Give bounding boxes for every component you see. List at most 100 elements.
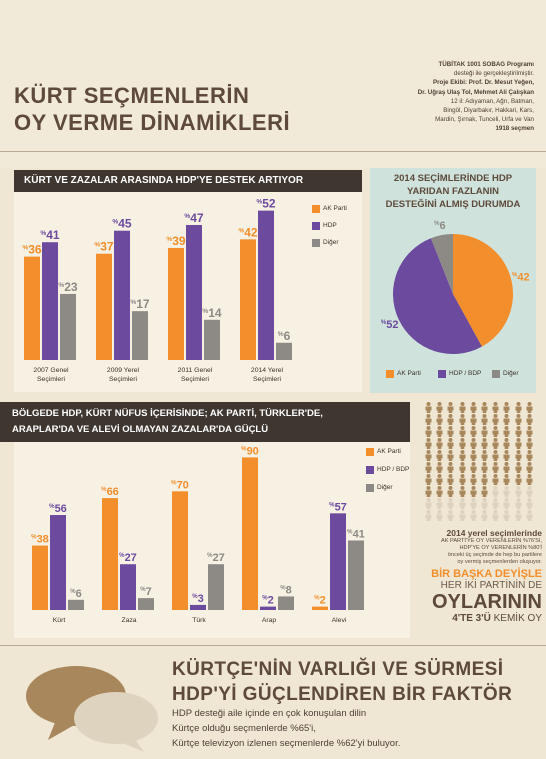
person-icon (515, 426, 522, 437)
legend-swatch-ak-parti (312, 205, 320, 213)
bar-value-label: %27 (207, 552, 225, 564)
bar-value-label: %52 (256, 197, 276, 211)
bar (96, 253, 112, 360)
bar (204, 319, 220, 360)
credit-line: Proje Ekibi: Prof. Dr. Mesut Yeğen, (433, 79, 534, 87)
bar (348, 540, 364, 610)
person-icon (459, 450, 466, 461)
person-icon (436, 438, 443, 449)
bar (102, 498, 118, 610)
person-icon (447, 402, 454, 413)
credit-line: 12 il: Adıyaman, Ağrı, Batman, (450, 97, 534, 105)
person-icon (447, 486, 454, 497)
legend-swatch-hdp-bdp (438, 370, 446, 378)
person-icon (526, 438, 533, 449)
person-icon (503, 486, 510, 497)
bar (312, 606, 328, 610)
person-icon (481, 402, 488, 413)
person-icon (459, 498, 466, 509)
category-label: Türk (192, 617, 206, 624)
bar (132, 311, 148, 360)
person-icon (492, 510, 499, 521)
person-icon (492, 474, 499, 485)
pie-slice (393, 238, 482, 354)
bar-value-label: %17 (130, 297, 150, 311)
person-icon (459, 486, 466, 497)
person-icon (526, 450, 533, 461)
person-icon (515, 498, 522, 509)
person-icon (481, 462, 488, 473)
person-icon (503, 498, 510, 509)
person-icon (515, 474, 522, 485)
person-icon (515, 414, 522, 425)
person-icon (515, 486, 522, 497)
chart1-title: KÜRT VE ZAZALAR ARASINDA HDP'YE DESTEK A… (14, 170, 362, 192)
person-icon (425, 438, 432, 449)
chart2-title-line: DESTEĞİNİ ALMIŞ DURUMDA (385, 199, 521, 210)
person-icon (447, 414, 454, 425)
bottom-divider (0, 645, 546, 646)
people-pictogram (424, 402, 536, 524)
person-icon (526, 486, 533, 497)
person-icon (526, 474, 533, 485)
bar-value-label: %66 (101, 486, 119, 498)
person-icon (447, 474, 454, 485)
bottom-text: HDP desteği aile içinde en çok konuşulan… (172, 706, 400, 751)
person-icon (459, 474, 466, 485)
legend-swatch-ak-parti (366, 448, 374, 456)
person-icon (470, 426, 477, 437)
bar (24, 256, 40, 360)
bar (42, 242, 58, 360)
project-credits: TÜBİTAK 1001 SOBAG Programı desteği ile … (324, 60, 534, 134)
person-icon (470, 438, 477, 449)
person-icon (470, 474, 477, 485)
person-icon (492, 414, 499, 425)
bar-value-label: %2 (314, 595, 326, 607)
person-icon (526, 510, 533, 521)
person-icon (459, 438, 466, 449)
person-icon (436, 498, 443, 509)
bar-value-label: %39 (166, 234, 186, 248)
legend-label: HDP (323, 222, 337, 229)
person-icon (436, 450, 443, 461)
bar (190, 604, 206, 610)
person-icon (470, 450, 477, 461)
bar (168, 247, 184, 360)
person-icon (503, 510, 510, 521)
person-icon (492, 426, 499, 437)
person-icon (492, 402, 499, 413)
bar (258, 210, 274, 360)
stat-fraction: 4'TE 3'Ü (452, 613, 491, 624)
bar-value-label: %8 (280, 584, 292, 596)
person-icon (470, 414, 477, 425)
bar-value-label: %56 (49, 503, 67, 515)
chart2-pie: %42 %52 %6 (381, 220, 530, 354)
bar (242, 457, 258, 610)
legend-swatch-hdp-bdp (366, 466, 374, 474)
person-icon (425, 498, 432, 509)
category-label: 2007 Genel (33, 367, 69, 374)
bar-value-label: %90 (241, 445, 259, 457)
legend-label: AK Parti (397, 370, 421, 377)
bar-value-label: %23 (58, 280, 78, 294)
bar-value-label: %36 (22, 243, 42, 257)
bar-value-label: %6 (70, 588, 82, 600)
chart3-title-line: ARAPLAR'DA VE ALEVİ OLMAYAN ZAZALAR'DA G… (12, 424, 269, 435)
bar-value-label: %57 (329, 501, 347, 513)
page-title-line2: OY VERME DİNAMİKLERİ (14, 110, 291, 135)
person-icon (447, 498, 454, 509)
category-label: 2014 Yerel (251, 367, 284, 374)
bar (172, 491, 188, 610)
person-icon (425, 474, 432, 485)
person-icon (447, 426, 454, 437)
person-icon (481, 438, 488, 449)
person-icon (436, 510, 443, 521)
bottom-title: KÜRTÇE'NİN VARLIĞI VE SÜRMESİ HDP'Yİ GÜÇ… (172, 657, 512, 707)
bar-value-label: %38 (31, 534, 49, 546)
person-icon (447, 510, 454, 521)
person-icon (492, 438, 499, 449)
bar (278, 596, 294, 610)
bar-value-label: %7 (140, 586, 152, 598)
bar (68, 599, 84, 610)
chart1-bars: %36%41 %23 2007 Genel Seçimleri %37 %45 %17 200… (22, 197, 292, 383)
